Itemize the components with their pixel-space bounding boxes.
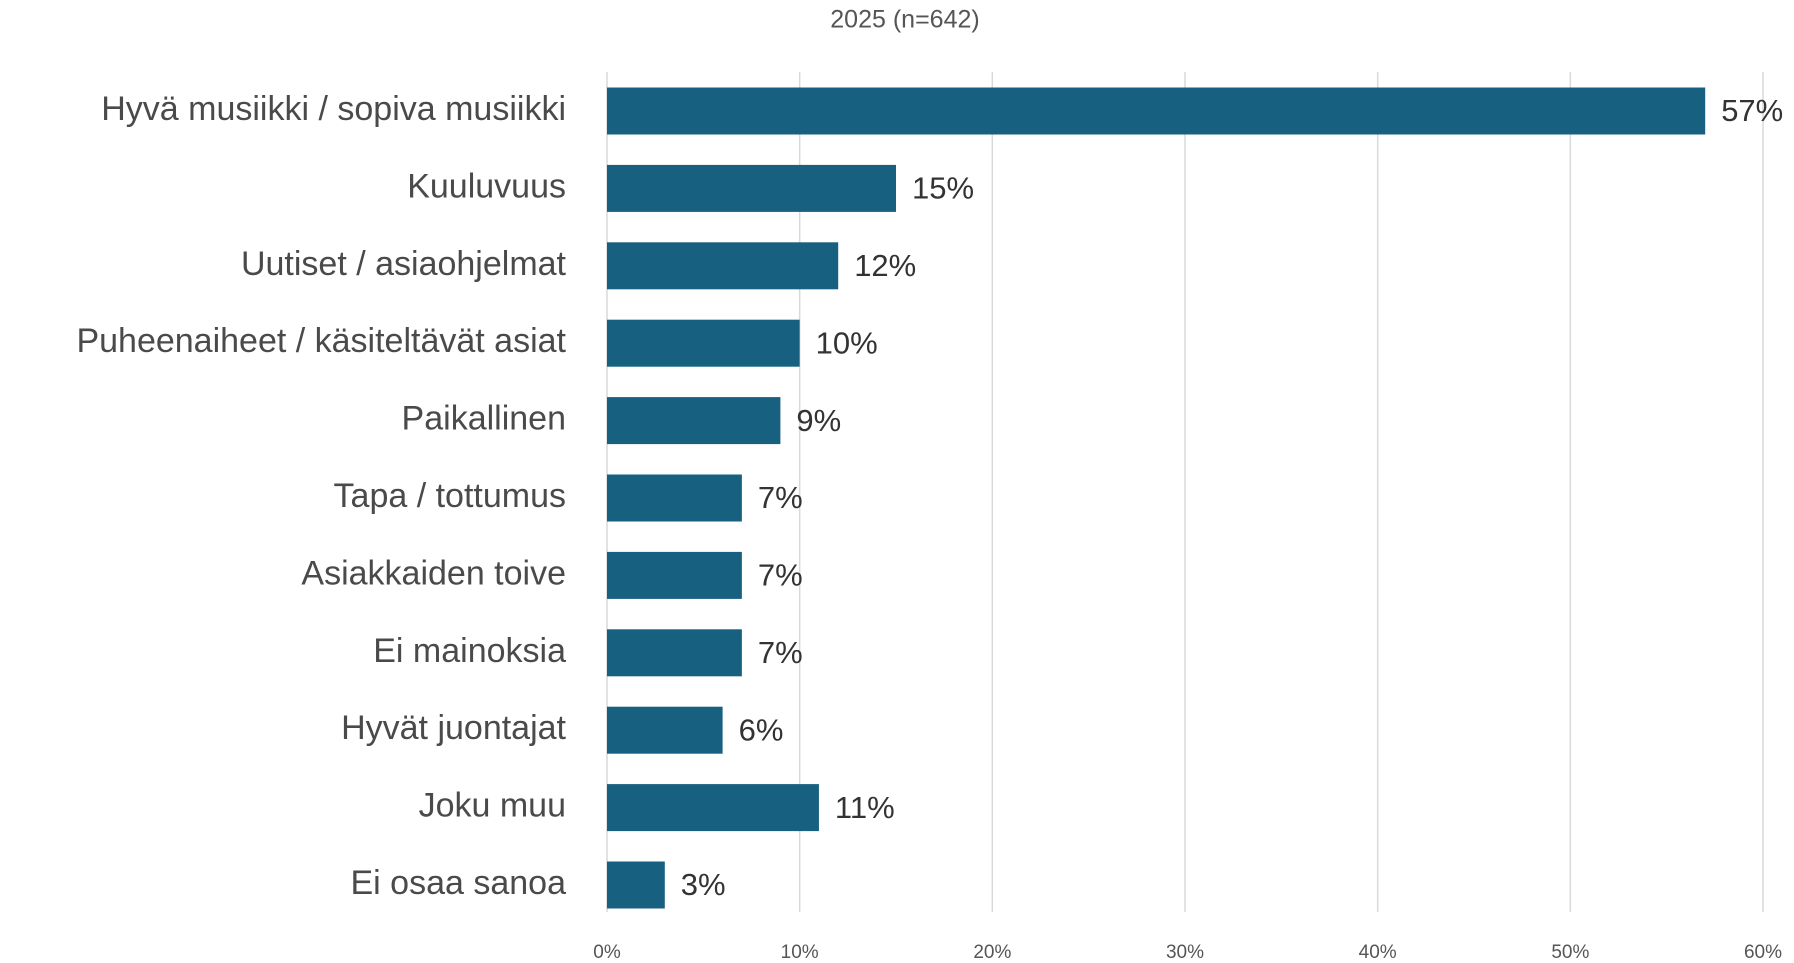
- y-tick-label: Ei mainoksia: [373, 632, 566, 670]
- data-label: 7%: [758, 635, 803, 670]
- x-tick-label: 60%: [1744, 942, 1782, 963]
- y-tick-label: Paikallinen: [402, 400, 566, 438]
- x-tick-label: 20%: [973, 942, 1011, 963]
- bar: [607, 397, 781, 445]
- bar: [607, 474, 742, 522]
- data-label: 7%: [758, 558, 803, 593]
- chart-title: 2025 (n=642): [830, 6, 979, 34]
- bar: [607, 861, 665, 909]
- data-label: 3%: [681, 867, 726, 902]
- y-tick-label: Hyvä musiikki / sopiva musiikki: [101, 90, 566, 128]
- y-tick-label: Ei osaa sanoa: [351, 864, 567, 902]
- y-tick-label: Tapa / tottumus: [334, 477, 566, 515]
- data-label: 57%: [1721, 93, 1783, 128]
- x-tick-label: 10%: [781, 942, 819, 963]
- data-label: 15%: [912, 171, 974, 206]
- data-label: 12%: [854, 248, 916, 283]
- x-tick-label: 40%: [1359, 942, 1397, 963]
- bar: [607, 87, 1706, 135]
- bar: [607, 629, 742, 677]
- bar: [607, 164, 896, 212]
- data-label: 9%: [796, 403, 841, 438]
- x-tick-label: 0%: [593, 942, 621, 963]
- bar: [607, 551, 742, 599]
- bar: [607, 319, 800, 367]
- y-tick-label: Joku muu: [419, 787, 566, 825]
- y-tick-label: Asiakkaiden toive: [301, 554, 566, 592]
- data-label: 10%: [816, 325, 878, 360]
- y-tick-label: Puheenaiheet / käsiteltävät asiat: [76, 322, 566, 360]
- x-tick-label: 30%: [1166, 942, 1204, 963]
- bar: [607, 242, 839, 290]
- data-label: 7%: [758, 480, 803, 515]
- bar: [607, 706, 723, 754]
- y-tick-label: Hyvät juontajat: [341, 709, 566, 747]
- data-label: 6%: [739, 712, 784, 747]
- y-tick-label: Kuuluvuus: [407, 167, 566, 205]
- bar: [607, 784, 819, 832]
- data-label: 11%: [835, 790, 895, 825]
- y-tick-label: Uutiset / asiaohjelmat: [241, 245, 567, 283]
- x-tick-label: 50%: [1551, 942, 1589, 963]
